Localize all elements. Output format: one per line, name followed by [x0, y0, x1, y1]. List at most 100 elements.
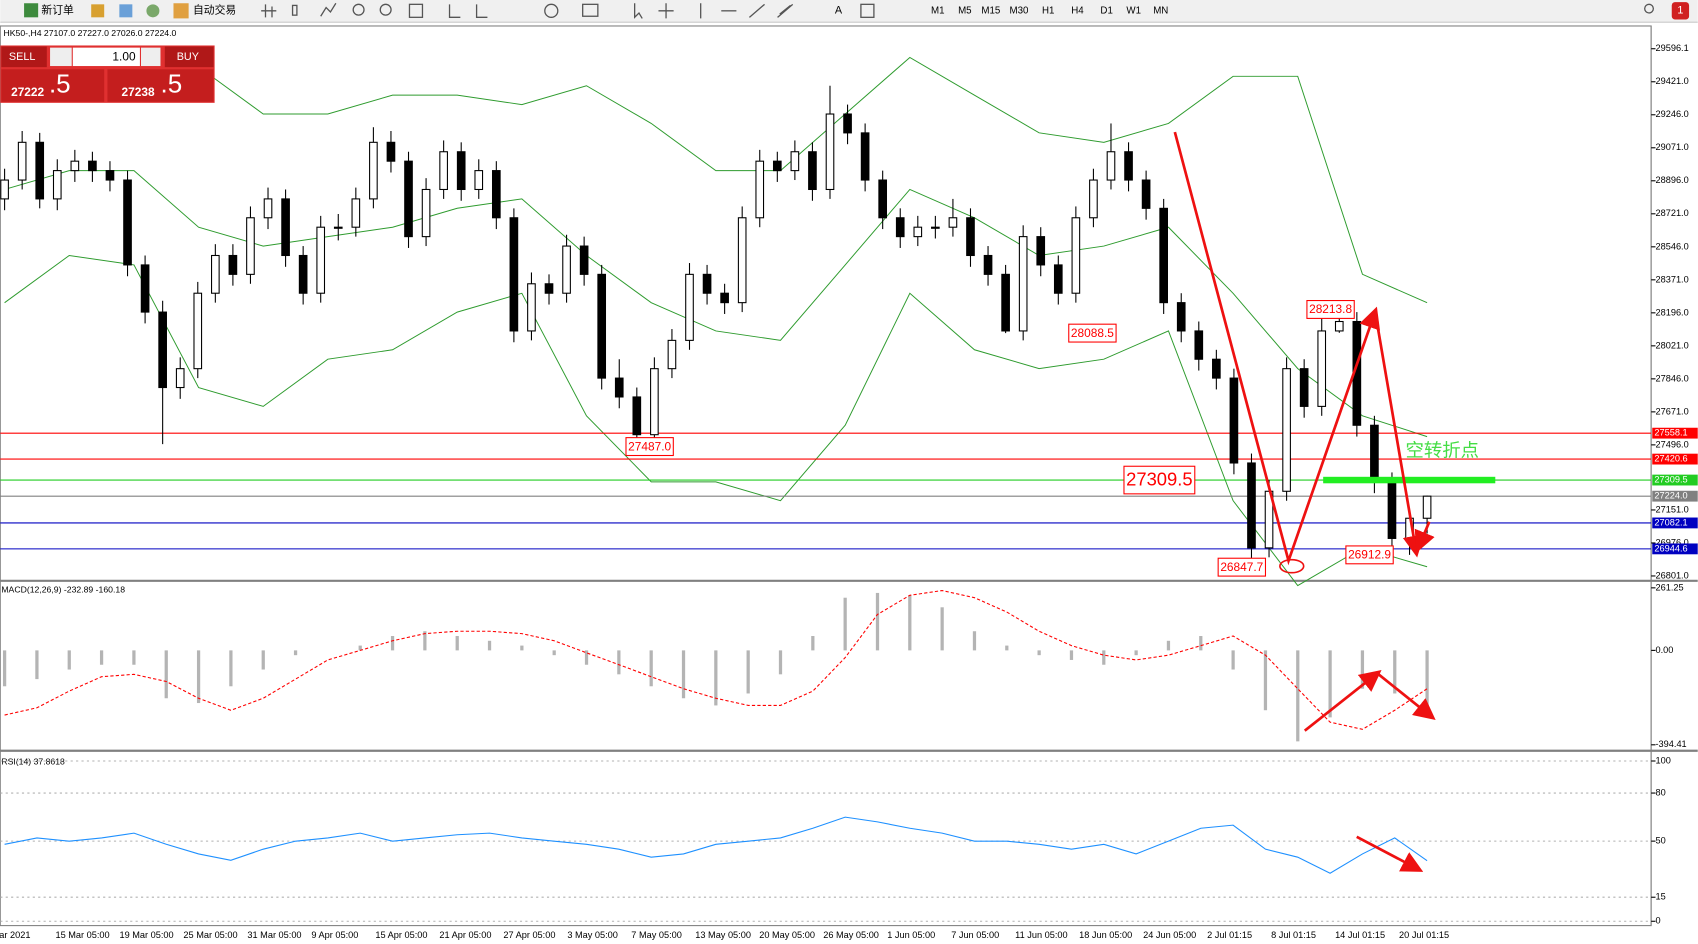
- candle-body: [474, 170, 484, 191]
- lot-input[interactable]: [72, 47, 140, 67]
- trendline-icon[interactable]: [748, 3, 765, 18]
- sell-price-box[interactable]: [1, 69, 105, 102]
- new-order-button[interactable]: 新订单: [41, 3, 74, 17]
- band-middle: [4, 170, 1428, 438]
- auto-trade-icon[interactable]: [173, 3, 189, 19]
- candle-body: [263, 198, 273, 219]
- buy-price-pips[interactable]: .5: [160, 68, 182, 98]
- price-annotation-box: [1123, 465, 1196, 495]
- label-icon[interactable]: [860, 3, 875, 18]
- price-annotation-box: [1068, 323, 1117, 343]
- lot-value[interactable]: 1.00: [112, 50, 136, 64]
- buy-label[interactable]: BUY: [177, 51, 199, 63]
- x-tick-label: 18 Jun 05:00: [1079, 930, 1132, 940]
- candle-body: [720, 292, 729, 304]
- candle-body: [562, 245, 571, 294]
- toolbar-icon[interactable]: [146, 4, 160, 18]
- y-tick-label: 28721.0: [1656, 208, 1689, 218]
- x-tick-label: 21 Apr 05:00: [439, 930, 491, 940]
- timeframe-button[interactable]: M15: [981, 5, 1000, 16]
- channel-icon[interactable]: [777, 3, 794, 18]
- search-icon[interactable]: [1644, 3, 1654, 14]
- y-tick-label: 28546.0: [1656, 241, 1689, 251]
- lot-down[interactable]: [50, 47, 72, 67]
- zoom-in-icon[interactable]: [352, 3, 365, 16]
- candle-body: [298, 254, 308, 294]
- buy-button[interactable]: [164, 46, 214, 68]
- timeframe-button[interactable]: D1: [1100, 5, 1112, 16]
- shift-icon[interactable]: [475, 4, 488, 18]
- x-tick-label: 24 Jun 05:00: [1143, 930, 1196, 940]
- x-tick-label: Mar 2021: [0, 930, 30, 940]
- candle-body: [1229, 377, 1239, 464]
- timeframes: M1 M5 M15 M30 H1 H4 D1 W1 MN: [931, 5, 1168, 16]
- x-tick-label: 31 Mar 05:00: [247, 930, 301, 940]
- x-tick-label: 27 Apr 05:00: [503, 930, 555, 940]
- text-tool[interactable]: A: [835, 5, 843, 17]
- new-order-icon[interactable]: [24, 3, 39, 18]
- price-annotation: 26847.7: [1220, 560, 1263, 574]
- toolbar-icon[interactable]: [119, 4, 133, 18]
- candle-body: [685, 273, 694, 341]
- x-tick-label: 2 Jul 01:15: [1207, 930, 1252, 940]
- line-chart-icon[interactable]: [320, 2, 337, 17]
- y-tick-label: 27671.0: [1656, 406, 1689, 416]
- candle-body: [1176, 302, 1186, 332]
- y-tick-label: -394.41: [1656, 739, 1687, 749]
- candle-body: [509, 217, 519, 332]
- candle-body: [35, 141, 45, 200]
- timeframe-button[interactable]: M1: [931, 5, 945, 16]
- candle-body: [333, 226, 343, 229]
- timeframe-button[interactable]: H4: [1071, 5, 1084, 16]
- x-tick-label: 14 Jul 01:15: [1335, 930, 1385, 940]
- candle-body: [1071, 217, 1081, 294]
- x-tick-label: 1 Jun 05:00: [887, 930, 935, 940]
- y-tick-label: 27496.0: [1656, 439, 1689, 449]
- candle-body: [456, 151, 466, 191]
- buy-price[interactable]: 27238: [122, 85, 155, 99]
- candle-body: [948, 217, 958, 228]
- sell-price-pips[interactable]: .5: [49, 68, 71, 98]
- auto-trade-button[interactable]: 自动交易: [193, 3, 236, 17]
- candle-body: [0, 179, 9, 200]
- bar-chart-icon[interactable]: [261, 4, 277, 18]
- timeframe-button[interactable]: W1: [1126, 5, 1141, 16]
- scroll-icon[interactable]: [448, 4, 461, 18]
- timeframe-button[interactable]: MN: [1153, 5, 1168, 16]
- y-tick-label: 28896.0: [1656, 175, 1689, 185]
- chart-title: HK50-,H4 27107.0 27227.0 27026.0 27224.0: [4, 28, 177, 38]
- candle-body: [421, 188, 431, 238]
- level-price-label: 27558.1: [1654, 428, 1687, 438]
- period-icon[interactable]: [544, 3, 559, 18]
- toolbar-icon[interactable]: [91, 4, 105, 18]
- candle-body: [913, 226, 923, 238]
- y-tick-label: 28196.0: [1656, 307, 1689, 317]
- level-price-box: [1652, 427, 1698, 439]
- crosshair-icon[interactable]: [658, 3, 674, 19]
- level-price-label: 27420.6: [1654, 454, 1687, 464]
- sell-button[interactable]: [1, 46, 47, 68]
- candle-body: [1036, 236, 1046, 266]
- sell-price[interactable]: 27222: [11, 85, 44, 99]
- sell-label[interactable]: SELL: [9, 51, 35, 63]
- candle-chart-icon[interactable]: [291, 4, 298, 16]
- candle-body: [228, 254, 238, 275]
- candle-body: [966, 217, 975, 257]
- pivot-bar: [1323, 476, 1496, 484]
- y-tick-label: 50: [1656, 836, 1666, 846]
- notification-badge[interactable]: [1671, 2, 1690, 20]
- timeframe-button[interactable]: M30: [1009, 5, 1029, 16]
- zoom-out-icon[interactable]: [379, 3, 392, 16]
- timeframe-button[interactable]: M5: [958, 5, 972, 16]
- x-tick-label: 7 Jun 05:00: [951, 930, 999, 940]
- candle-body: [772, 160, 782, 172]
- candle-body: [105, 170, 115, 181]
- timeframe-button[interactable]: H1: [1042, 5, 1054, 16]
- candle-body: [1194, 330, 1204, 360]
- template-icon[interactable]: [582, 3, 599, 17]
- cursor-icon[interactable]: [634, 3, 643, 19]
- lot-up[interactable]: [141, 47, 161, 67]
- tile-icon[interactable]: [408, 3, 424, 18]
- buy-price-box[interactable]: [107, 69, 214, 102]
